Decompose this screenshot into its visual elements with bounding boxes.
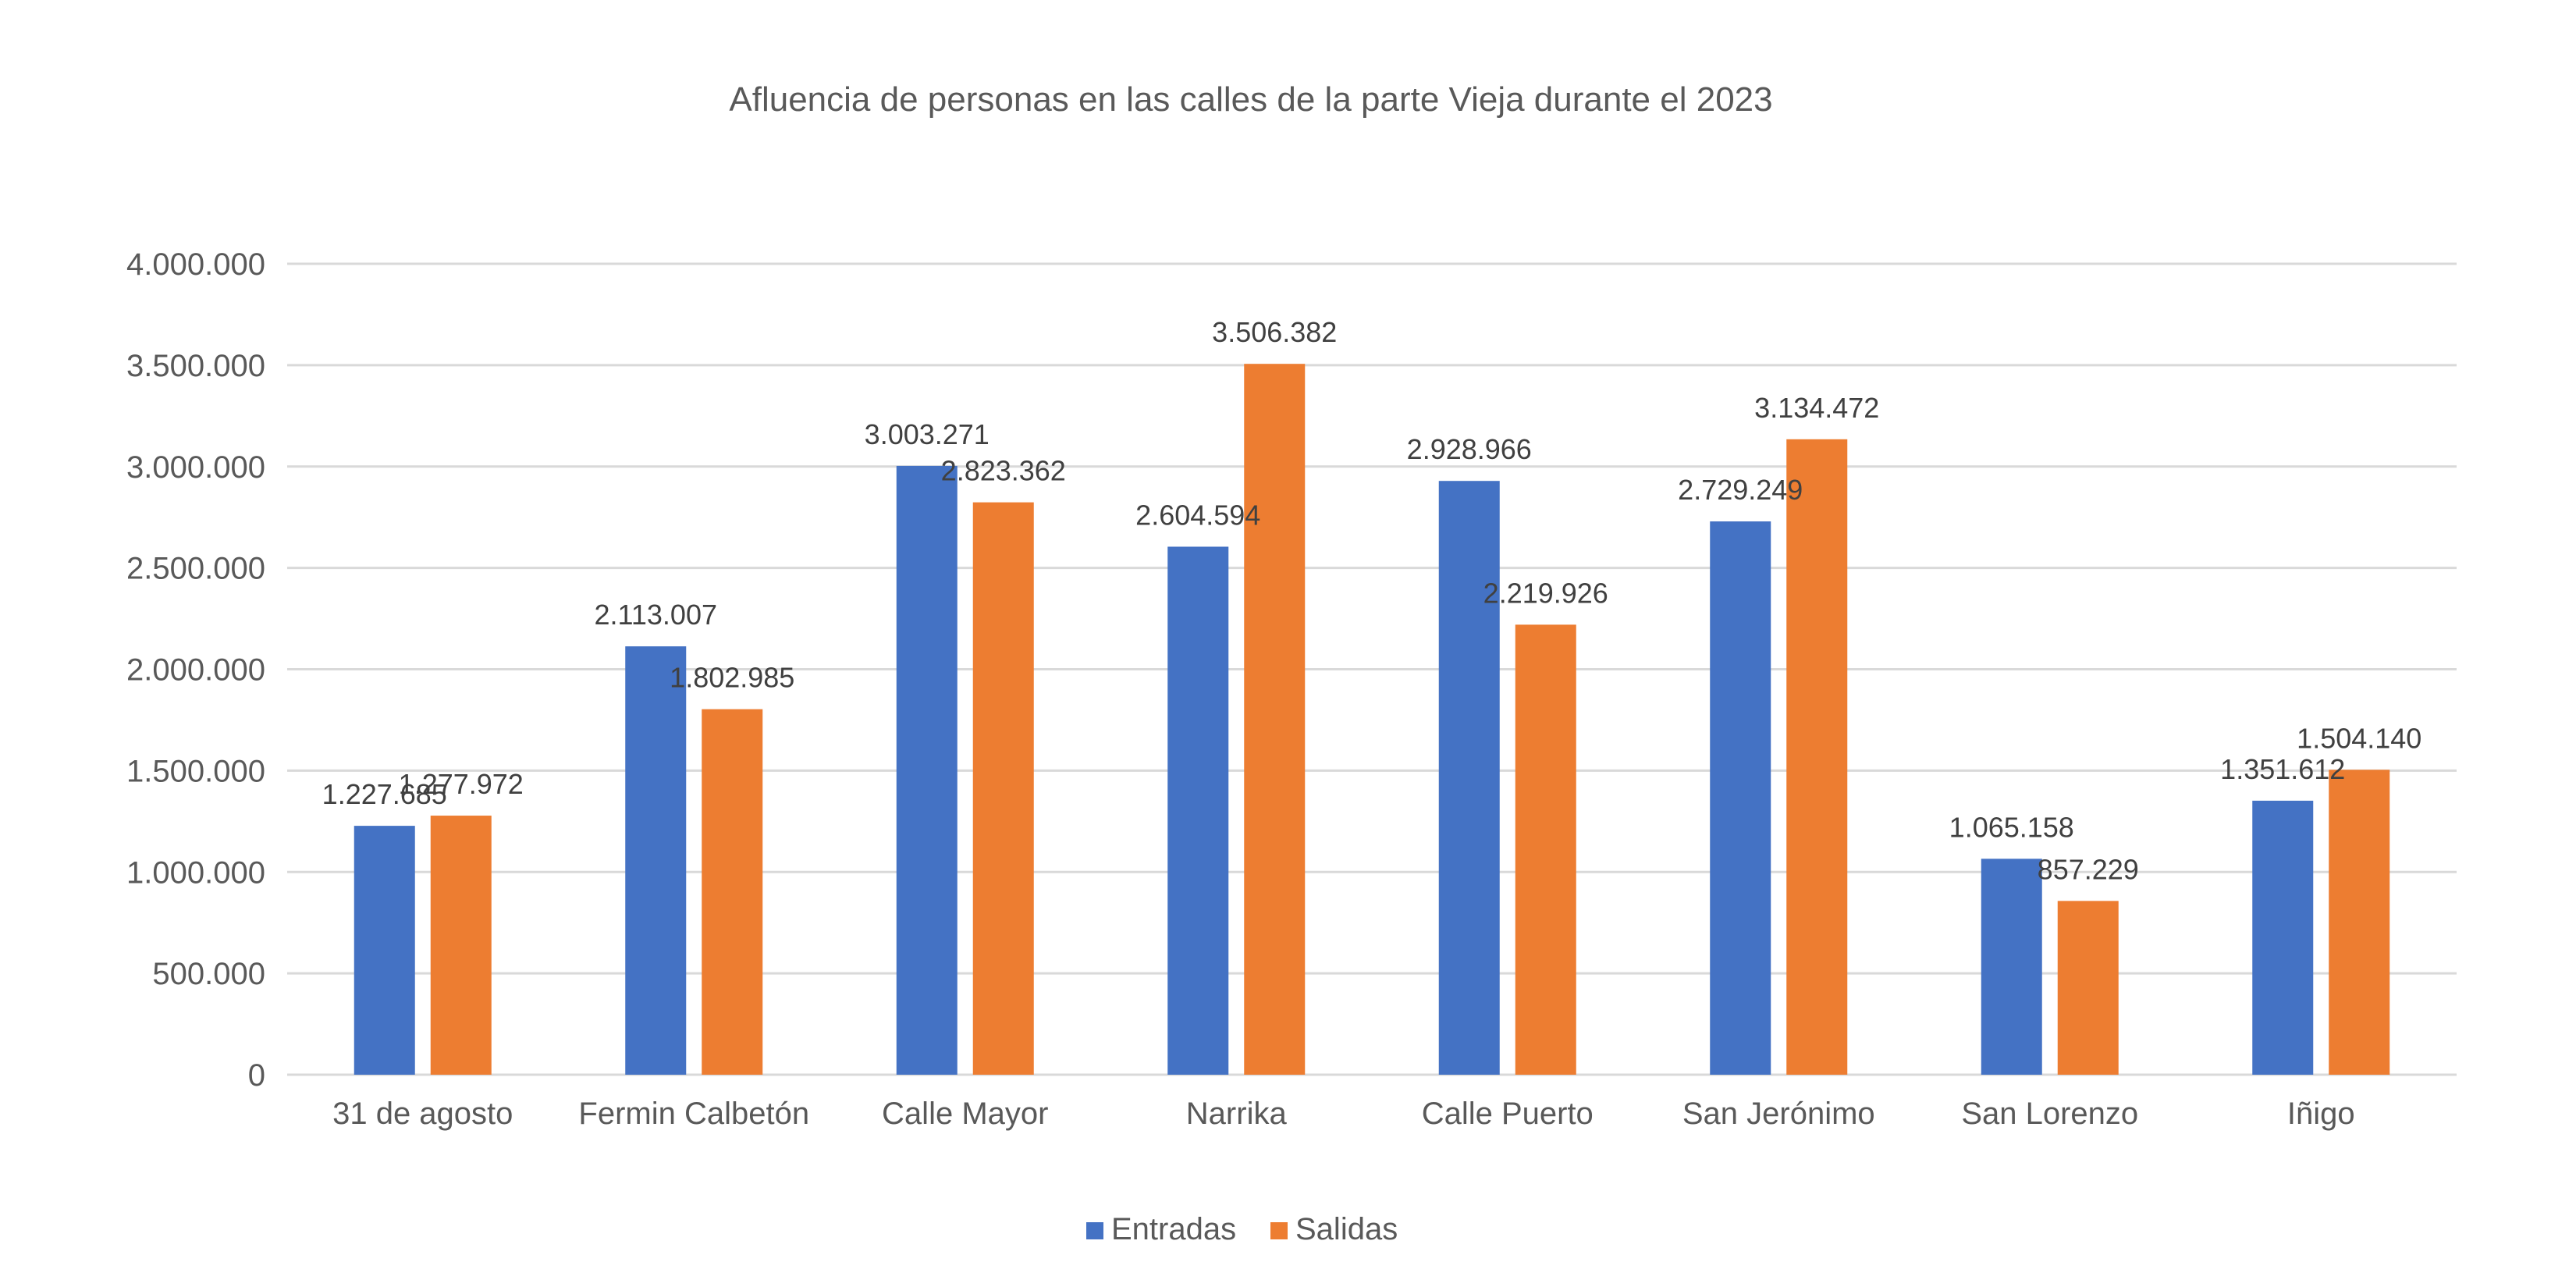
bar-salidas-7: [2329, 770, 2390, 1075]
x-tick-label: 31 de agosto: [332, 1097, 513, 1131]
bar-entradas-2: [896, 465, 958, 1075]
x-tick-label: San Lorenzo: [1961, 1097, 2138, 1131]
gridlines: [287, 262, 2457, 1076]
data-label: 2.219.926: [1483, 577, 1608, 609]
bar-entradas-1: [625, 646, 687, 1075]
chart-title: Afluencia de personas en las calles de l…: [729, 80, 1772, 119]
x-axis-tick-labels: 31 de agosto Fermin Calbetón Calle Mayor Na…: [332, 1097, 2355, 1131]
y-tick-label: 3.000.000: [126, 450, 265, 485]
y-tick-label: 0: [248, 1058, 265, 1093]
x-tick-label: Narrika: [1186, 1097, 1288, 1131]
data-label: 2.928.966: [1407, 433, 1532, 465]
y-tick-label: 1.000.000: [126, 855, 265, 890]
x-tick-label: Iñigo: [2287, 1097, 2355, 1131]
bar-entradas-7: [2252, 800, 2314, 1075]
data-label: 2.729.249: [1678, 474, 1803, 506]
bar-salidas-1: [702, 709, 763, 1075]
bar-salidas-6: [2057, 901, 2119, 1075]
legend-swatch-salidas: [1270, 1222, 1288, 1239]
bars: [354, 364, 2390, 1075]
x-tick-label: San Jerónimo: [1682, 1097, 1875, 1131]
y-tick-label: 500.000: [152, 957, 265, 991]
y-tick-label: 2.500.000: [126, 552, 265, 586]
data-label: 1.802.985: [670, 662, 794, 694]
bar-salidas-5: [1786, 439, 1848, 1075]
data-label: 2.604.594: [1135, 499, 1260, 531]
data-label: 3.003.271: [865, 418, 990, 450]
x-tick-label: Calle Mayor: [882, 1097, 1048, 1131]
x-tick-label: Calle Puerto: [1422, 1097, 1594, 1131]
bar-entradas-4: [1438, 481, 1500, 1075]
data-label: 2.113.007: [595, 599, 717, 631]
bar-salidas-2: [972, 502, 1034, 1075]
legend: Entradas Salidas: [1086, 1212, 1398, 1246]
legend-label-entradas: Entradas: [1111, 1212, 1236, 1246]
data-label: 1.065.158: [1949, 811, 2074, 843]
y-axis-tick-labels: 0 500.000 1.000.000 1.500.000 2.000.000 2.500…: [126, 247, 265, 1093]
data-label: 2.823.362: [941, 455, 1066, 487]
x-tick-label: Fermin Calbetón: [578, 1097, 809, 1131]
data-label: 857.229: [2038, 853, 2139, 885]
legend-label-salidas: Salidas: [1295, 1212, 1398, 1246]
bar-salidas-4: [1515, 624, 1576, 1075]
data-label: 1.227.685: [322, 778, 447, 810]
legend-swatch-entradas: [1086, 1222, 1103, 1239]
data-label: 3.506.382: [1212, 316, 1337, 348]
data-label: 1.504.140: [2297, 722, 2421, 754]
bar-entradas-6: [1981, 859, 2042, 1075]
data-label: 3.134.472: [1754, 392, 1879, 424]
bar-entradas-5: [1710, 521, 1771, 1075]
bar-entradas-3: [1167, 546, 1229, 1075]
bar-salidas-3: [1244, 364, 1306, 1075]
data-label: 1.277.972: [399, 768, 524, 800]
y-tick-label: 3.500.000: [126, 349, 265, 383]
bar-salidas-0: [430, 816, 492, 1075]
y-tick-label: 2.000.000: [126, 653, 265, 688]
y-tick-label: 1.500.000: [126, 754, 265, 788]
y-tick-label: 4.000.000: [126, 247, 265, 282]
data-label: 1.351.612: [2220, 753, 2345, 785]
bar-entradas-0: [354, 826, 415, 1075]
